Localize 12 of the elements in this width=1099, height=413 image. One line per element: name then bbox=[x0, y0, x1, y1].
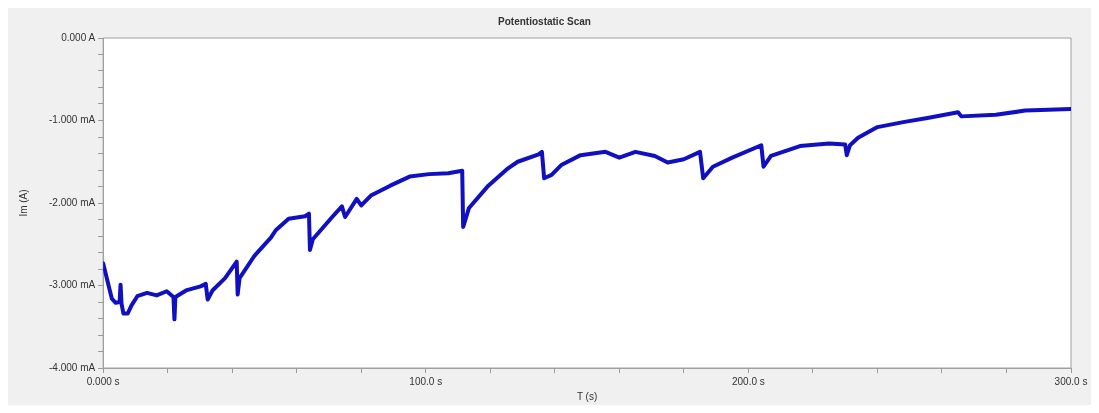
chart-title: Potentiostatic Scan bbox=[498, 15, 591, 27]
x-tick-label: 200.0 s bbox=[731, 375, 765, 387]
y-tick-label: -3.000 mA bbox=[48, 279, 96, 291]
x-tick-label: 0.000 s bbox=[86, 375, 120, 387]
y-axis-title: Im (A) bbox=[17, 189, 29, 217]
y-tick-label: 0.000 A bbox=[61, 31, 96, 43]
x-tick-label: 100.0 s bbox=[409, 375, 443, 387]
y-tick-label: -2.000 mA bbox=[48, 196, 96, 208]
x-axis-title: T (s) bbox=[576, 390, 598, 402]
y-tick-label: -4.000 mA bbox=[48, 361, 96, 373]
y-tick-label: -1.000 mA bbox=[48, 114, 96, 126]
x-tick-label: 300.0 s bbox=[1054, 375, 1088, 387]
